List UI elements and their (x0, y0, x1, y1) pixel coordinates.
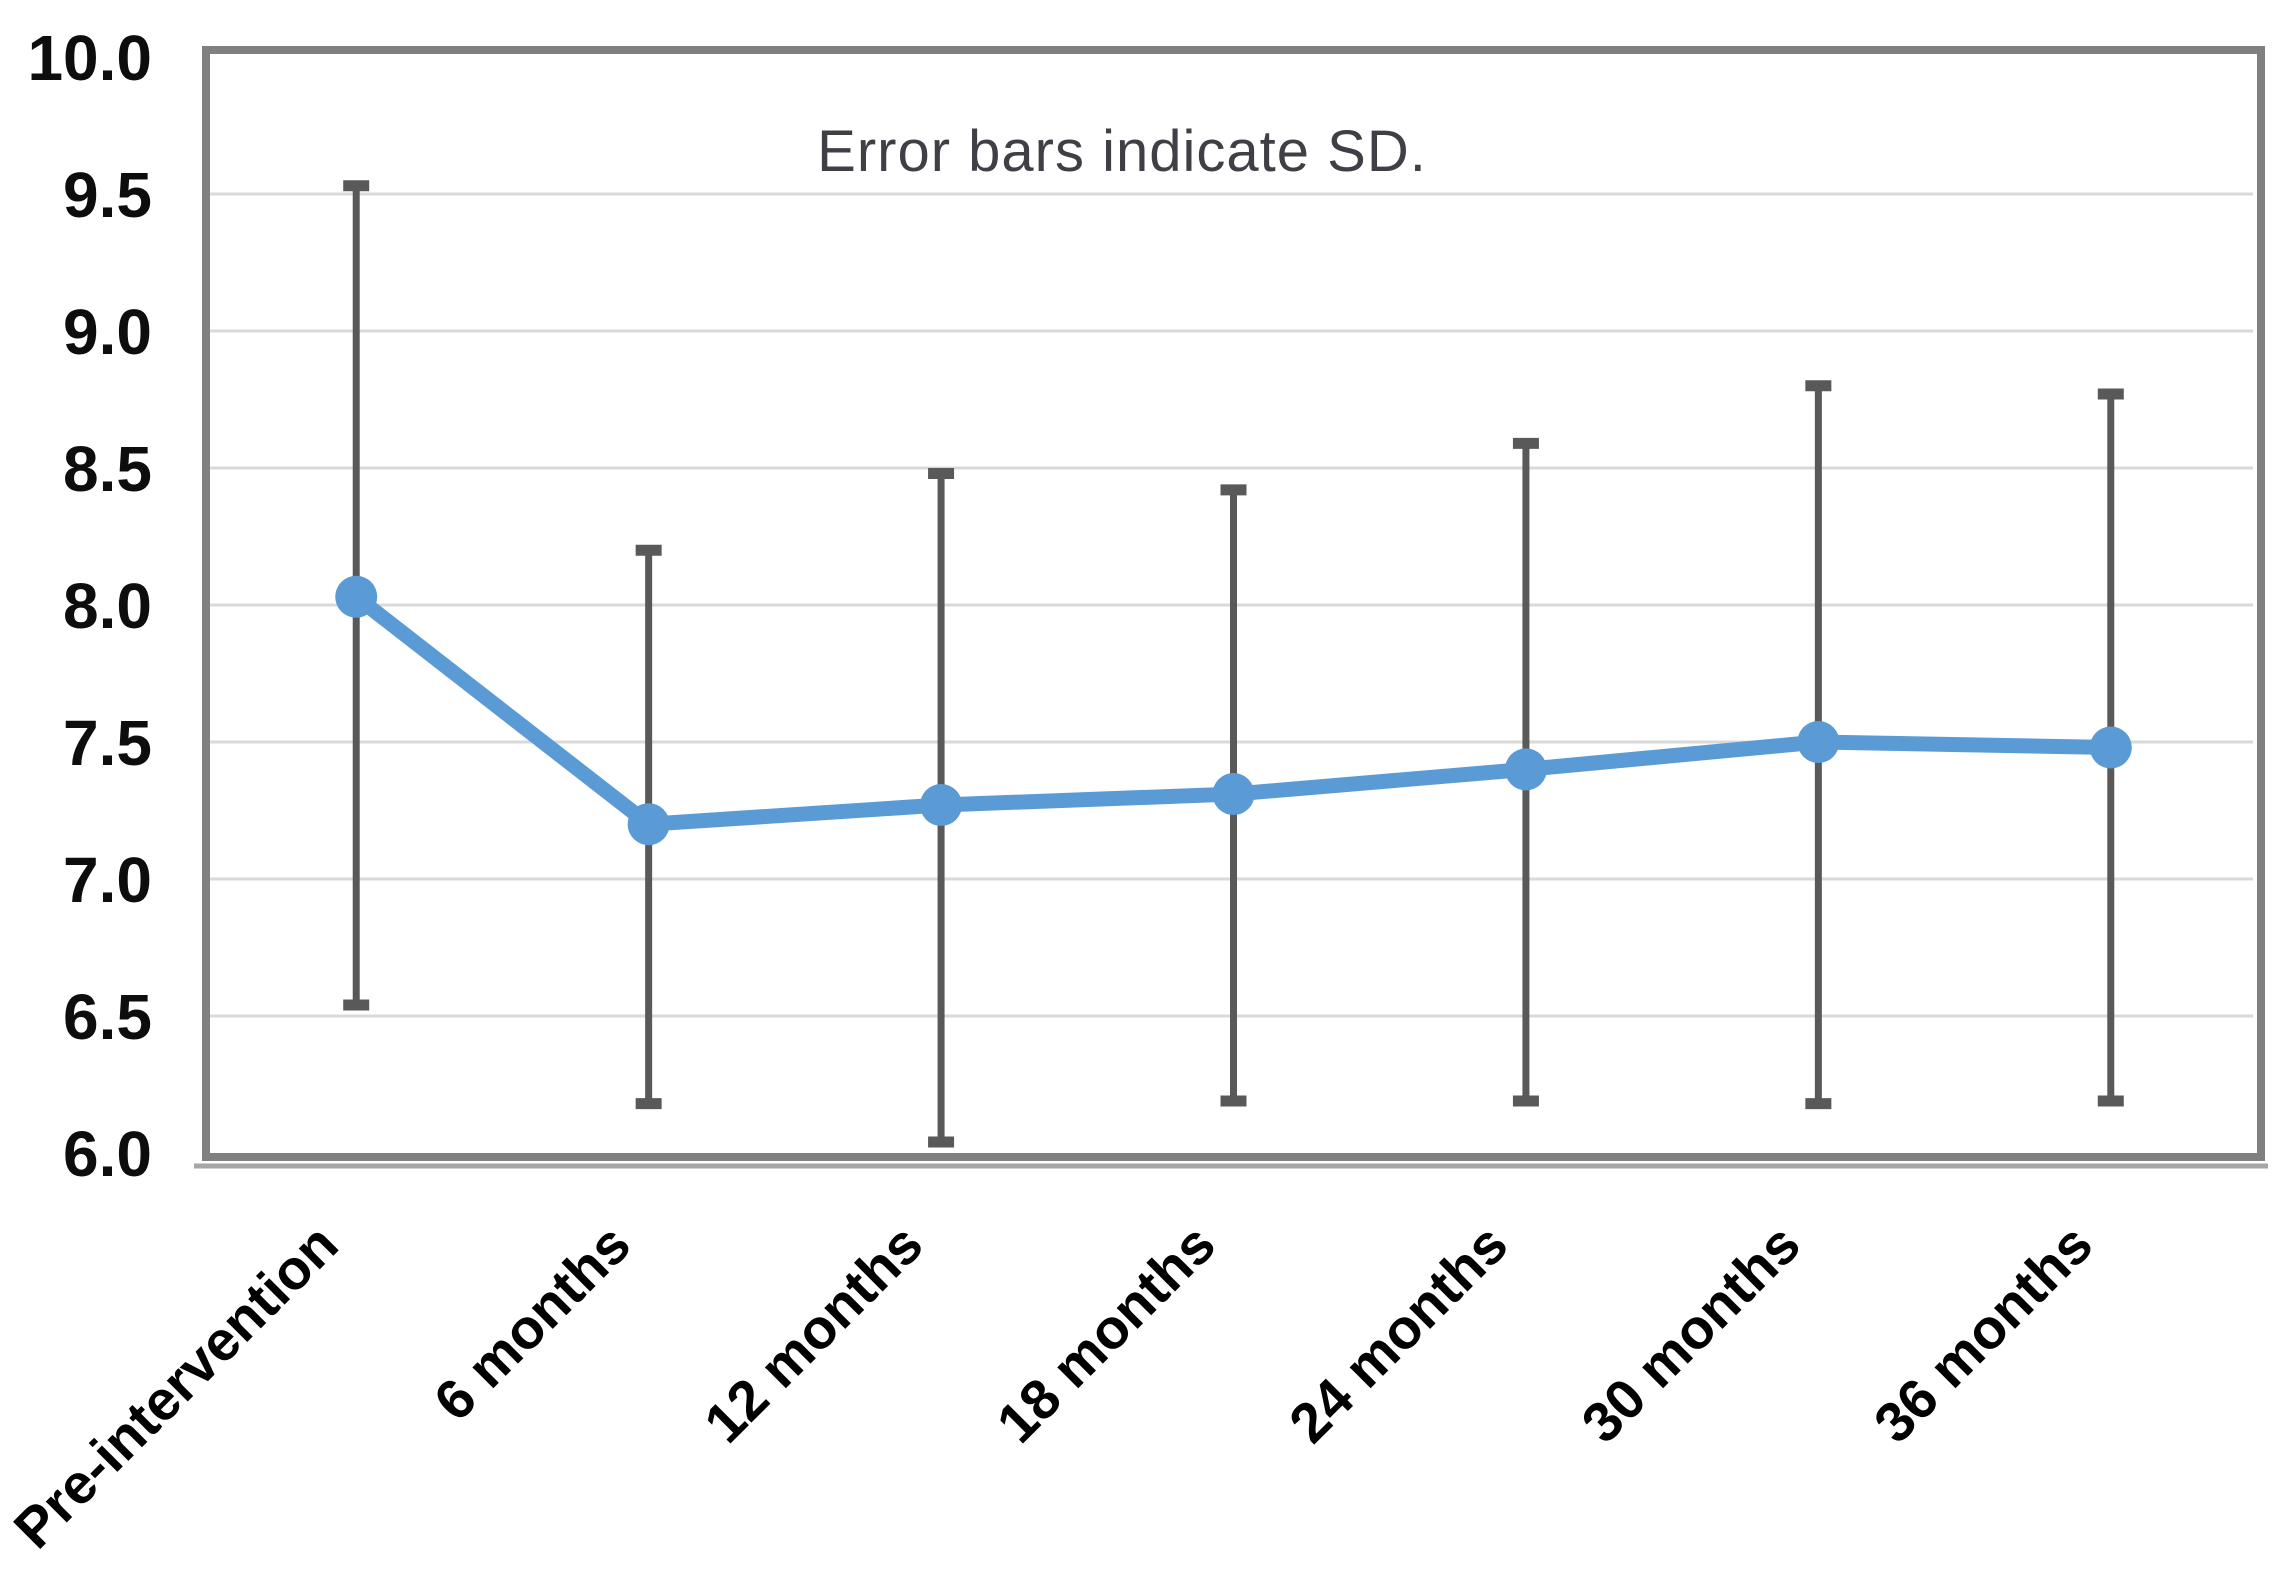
y-tick-label: 6.5 (63, 981, 152, 1053)
x-category-label: 36 months (1862, 1212, 2105, 1455)
data-point-marker (335, 575, 378, 618)
y-tick-label: 6.0 (63, 1118, 152, 1190)
x-category-label: 6 months (422, 1212, 643, 1433)
data-point-marker (2089, 726, 2132, 769)
y-tick-label: 9.5 (63, 159, 152, 231)
x-axis-category-labels: Pre-intervention 6 months 12 months 18 mont… (2, 1212, 2105, 1560)
y-tick-label: 10.0 (27, 22, 152, 94)
y-axis-tick-labels: 10.0 9.5 9.0 8.5 8.0 7.5 7.0 6.5 6.0 (27, 22, 152, 1190)
data-point-marker (1797, 721, 1840, 763)
data-point-marker (627, 803, 670, 846)
error-bars (343, 180, 2124, 1148)
x-category-label: 30 months (1569, 1212, 1812, 1455)
x-category-label: 12 months (692, 1212, 935, 1455)
y-tick-label: 9.0 (63, 296, 152, 368)
chart-annotation: Error bars indicate SD. (817, 119, 1427, 184)
y-tick-label: 7.0 (63, 844, 152, 916)
y-tick-label: 8.5 (63, 433, 152, 505)
data-point-marker (920, 784, 963, 827)
data-point-markers (335, 575, 2132, 846)
y-tick-label: 7.5 (63, 707, 152, 779)
x-category-label: 18 months (984, 1212, 1227, 1455)
y-tick-label: 8.0 (63, 570, 152, 642)
data-point-marker (1504, 748, 1547, 791)
plot-border (202, 46, 2265, 1161)
x-category-label: Pre-intervention (2, 1212, 350, 1560)
x-category-label: 24 months (1277, 1212, 1520, 1455)
data-point-marker (1212, 773, 1255, 816)
